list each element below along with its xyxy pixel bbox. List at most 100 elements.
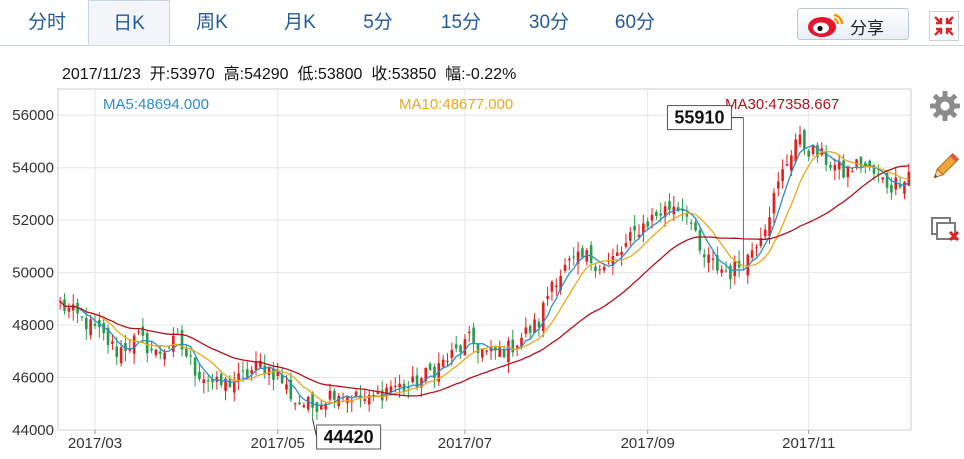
- candle-body: [372, 394, 375, 396]
- candle-body: [541, 302, 545, 331]
- tab-15min[interactable]: 15分: [440, 12, 482, 33]
- candle-body: [224, 378, 227, 391]
- window-close-icon[interactable]: [928, 210, 962, 244]
- candle-body: [877, 173, 880, 175]
- candle-body: [302, 405, 306, 408]
- candle-body: [850, 171, 854, 173]
- tab-daily-k[interactable]: 日K: [88, 0, 170, 45]
- candle-body: [498, 347, 502, 357]
- candle-body: [637, 234, 641, 237]
- candle-body: [385, 387, 388, 396]
- candle-body: [872, 164, 876, 174]
- tab-60min[interactable]: 60分: [614, 12, 656, 33]
- ma30-line: [59, 165, 909, 397]
- candle-body: [659, 213, 663, 216]
- tab-monthly-k[interactable]: 月K: [284, 12, 316, 33]
- candle-body: [163, 352, 166, 360]
- candle-body: [520, 337, 523, 347]
- candle-body: [433, 366, 436, 378]
- candle-body: [219, 373, 223, 385]
- candle-body: [150, 348, 153, 351]
- gear-icon[interactable]: [928, 89, 962, 123]
- candle-body: [894, 177, 898, 190]
- candle-body: [145, 333, 149, 354]
- candle-body: [367, 394, 371, 405]
- candle-body: [576, 251, 580, 264]
- candle-body: [846, 166, 850, 178]
- candle-body: [128, 348, 132, 351]
- ma10-line: [59, 150, 909, 404]
- candle-body: [868, 160, 871, 167]
- candle-body: [589, 245, 593, 264]
- low-annotation-label: 44420: [324, 427, 374, 447]
- ma5-line: [59, 144, 910, 406]
- candle-body: [380, 390, 384, 401]
- candle-body: [424, 367, 428, 382]
- candle-body: [102, 323, 106, 334]
- ma-layer: [59, 144, 910, 406]
- y-tick-label: 46000: [12, 370, 54, 387]
- candle-body: [711, 258, 715, 260]
- candle-body: [454, 344, 458, 349]
- x-tick-label: 2017/11: [782, 435, 835, 452]
- share-button[interactable]: 分享: [797, 8, 909, 40]
- x-tick-label: 2017/07: [438, 435, 492, 452]
- candle-body: [646, 221, 650, 227]
- candle-body: [694, 222, 697, 231]
- candle-body: [903, 182, 906, 194]
- quote-close: 收:53850: [371, 66, 437, 83]
- ma10-label: MA10:48677.000: [399, 96, 513, 113]
- candle-body: [84, 317, 88, 330]
- tab-weekly-k[interactable]: 周K: [196, 12, 228, 33]
- candle-body: [633, 225, 636, 231]
- candle-body: [594, 266, 597, 272]
- candle-body: [642, 223, 645, 233]
- candle-body: [237, 373, 240, 382]
- candle-body: [411, 376, 414, 383]
- candle-body: [568, 258, 571, 261]
- candle-body: [241, 370, 245, 372]
- low-annotation-box: [316, 424, 382, 450]
- candle-body: [559, 275, 562, 291]
- candle-body: [759, 238, 763, 246]
- candle-body: [655, 211, 658, 216]
- fullscreen-icon[interactable]: [929, 11, 959, 41]
- candle-body: [119, 347, 123, 364]
- candle-body: [441, 359, 445, 367]
- candle-body: [376, 391, 380, 394]
- candle-body: [71, 304, 75, 311]
- weibo-icon: [808, 13, 844, 37]
- quote-change: 幅:-0.22%: [445, 66, 517, 83]
- y-tick-label: 52000: [12, 212, 54, 229]
- candle-body: [555, 285, 558, 287]
- candle-body: [246, 369, 249, 378]
- candle-body: [315, 402, 319, 413]
- quote-date: 2017/11/23: [62, 66, 141, 83]
- tab-5min[interactable]: 5分: [363, 12, 393, 33]
- candle-body: [167, 347, 171, 349]
- candle-body: [781, 169, 784, 182]
- tab-intraday[interactable]: 分时: [27, 12, 66, 33]
- candle-body: [80, 316, 84, 318]
- candle-body: [585, 250, 589, 262]
- candle-body: [816, 145, 819, 158]
- candle-body: [790, 155, 793, 171]
- candle-body: [681, 208, 684, 212]
- candle-body: [172, 335, 175, 352]
- candle-body: [550, 281, 554, 292]
- x-tick-label: 2017/05: [251, 435, 305, 452]
- candle-body: [459, 345, 462, 353]
- candle-layer: [58, 117, 911, 420]
- candle-body: [507, 340, 510, 363]
- quote-open: 开:53970: [149, 66, 215, 83]
- candle-body: [881, 177, 885, 180]
- candle-body: [602, 266, 606, 271]
- candle-body: [615, 252, 619, 257]
- candle-body: [389, 386, 393, 393]
- tab-30min[interactable]: 30分: [528, 12, 570, 33]
- candle-body: [198, 371, 201, 380]
- candle-body: [311, 392, 314, 408]
- candle-body: [624, 242, 628, 247]
- pencil-icon[interactable]: [928, 150, 962, 184]
- candle-body: [393, 385, 397, 387]
